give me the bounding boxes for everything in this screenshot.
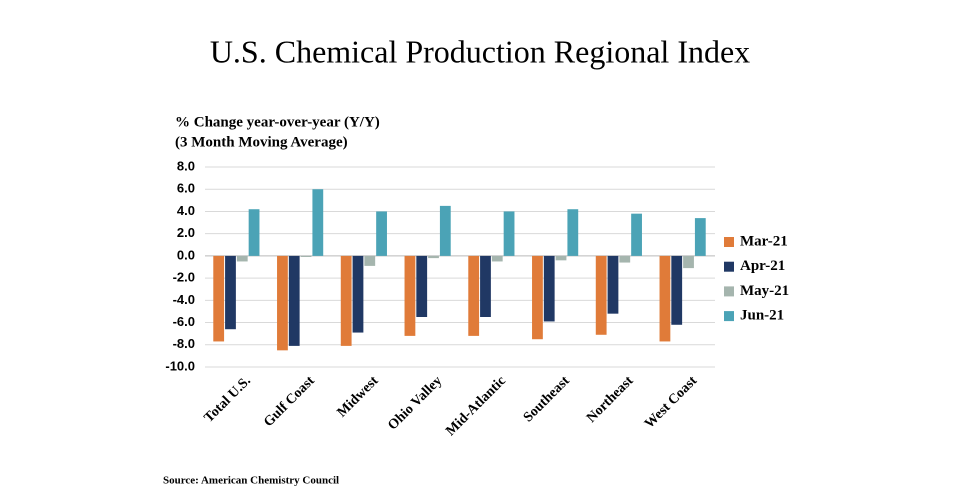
y-axis-label: (3 Month Moving Average) (175, 134, 348, 150)
y-axis-label: % Change year-over-year (Y/Y) (175, 114, 380, 130)
bar (671, 255, 683, 325)
legend-label: Jun-21 (740, 308, 784, 324)
y-tick-label: 6.0 (177, 181, 195, 196)
x-tick-label: Ohio Valley (385, 373, 445, 433)
bar (340, 255, 352, 346)
bar (288, 255, 300, 346)
bar (277, 255, 288, 351)
bar (491, 255, 503, 262)
bar (236, 255, 248, 262)
bar (213, 255, 225, 342)
bar (439, 205, 451, 256)
y-tick-label: -4.0 (173, 292, 195, 307)
bar (428, 255, 439, 259)
bar (404, 255, 416, 336)
y-tick-label: 8.0 (177, 158, 195, 173)
legend-swatch (724, 261, 734, 272)
bar (352, 255, 364, 333)
y-tick-label: -8.0 (173, 336, 195, 351)
bar (595, 255, 607, 335)
bar (683, 255, 694, 269)
bar (480, 255, 491, 317)
bar (248, 209, 260, 256)
bar (659, 255, 671, 342)
x-tick-label: Southeast (521, 373, 573, 425)
bar (364, 255, 376, 266)
x-tick-label: Northeast (584, 373, 637, 426)
bar (532, 255, 543, 340)
bar (312, 189, 324, 256)
bar (468, 255, 480, 336)
y-tick-label: -6.0 (173, 314, 195, 329)
bar (631, 213, 642, 256)
x-tick-label: Gulf Coast (261, 373, 318, 430)
x-tick-label: Midwest (335, 373, 382, 420)
bar (694, 218, 706, 256)
source: Source: American Chemistry Council (163, 475, 339, 487)
bar (619, 255, 631, 263)
y-tick-label: -2.0 (173, 270, 195, 285)
legend-swatch (724, 311, 734, 322)
legend-label: Mar-21 (740, 233, 788, 249)
bar (225, 255, 236, 330)
bar (503, 211, 515, 256)
bar (567, 209, 579, 256)
y-tick-label: 4.0 (177, 203, 195, 218)
x-tick-label: Mid-Atlantic (443, 373, 509, 439)
bar (543, 255, 555, 322)
y-tick-label: 2.0 (177, 225, 195, 240)
bar (376, 211, 387, 256)
chart-title: U.S. Chemical Production Regional Index (210, 33, 750, 69)
legend-swatch (724, 237, 734, 247)
x-tick-label: West Coast (642, 373, 700, 431)
bar (300, 255, 312, 257)
legend-label: May-21 (740, 283, 789, 299)
legend-label: Apr-21 (740, 258, 785, 274)
y-tick-label: 0.0 (177, 247, 195, 262)
y-tick-label: -10.0 (165, 358, 195, 373)
legend-swatch (724, 286, 734, 297)
bar (416, 255, 428, 317)
bar (555, 255, 567, 261)
bar (607, 255, 619, 314)
x-tick-label: Total U.S. (202, 373, 254, 425)
